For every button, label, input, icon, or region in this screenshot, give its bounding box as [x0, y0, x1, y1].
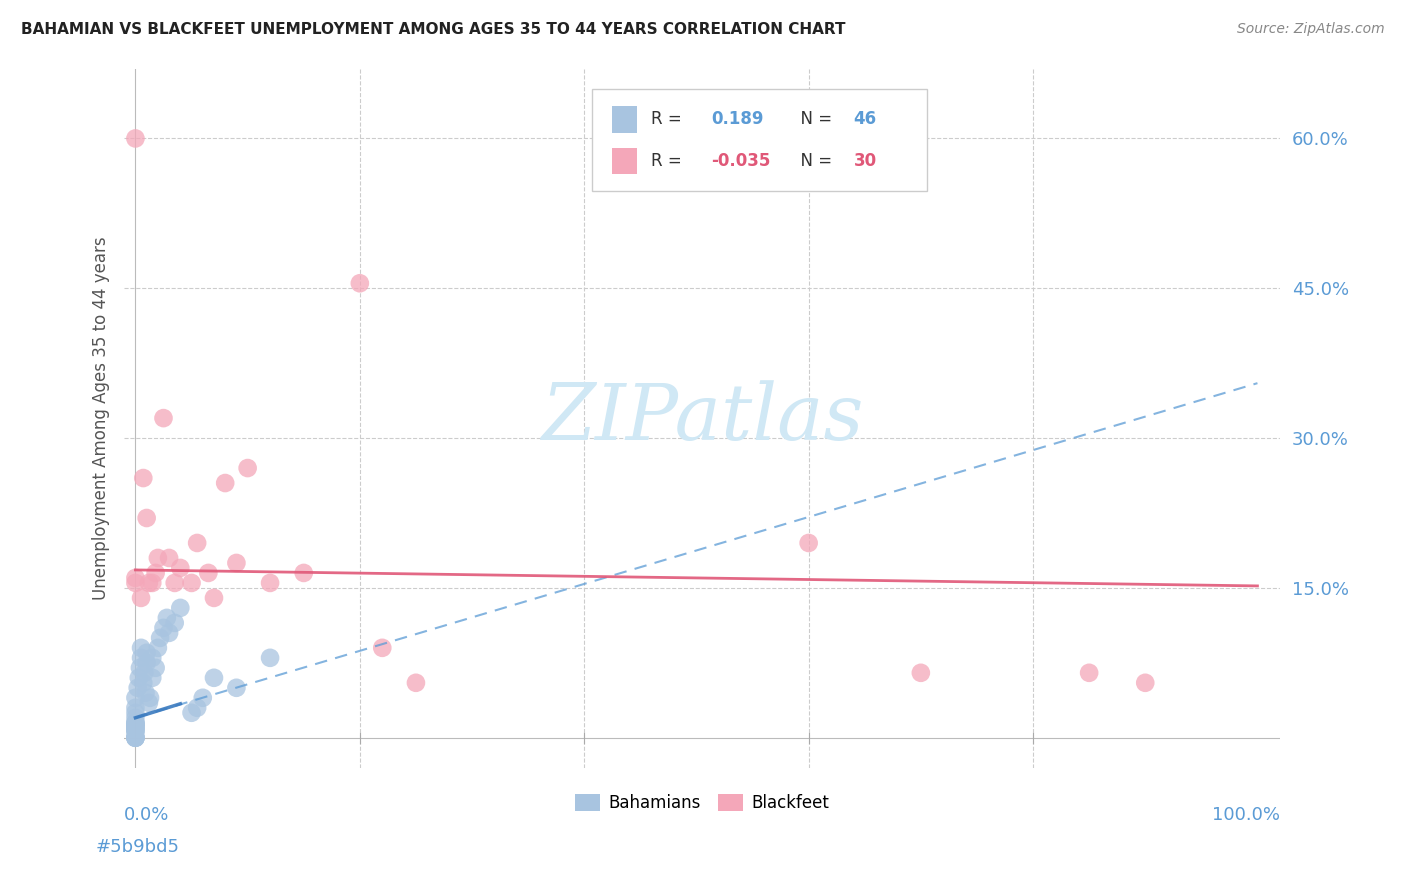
Point [124, 131, 146, 145]
Point [124, 731, 146, 745]
Text: ZIPatlas: ZIPatlas [541, 380, 863, 457]
Text: 30: 30 [853, 152, 876, 170]
Point [124, 715, 146, 730]
Point [202, 591, 225, 605]
Point [124, 723, 146, 738]
Point [146, 640, 169, 655]
Point [135, 686, 157, 700]
Point [134, 665, 156, 680]
Text: #5b9bd5: #5b9bd5 [96, 838, 180, 856]
Text: N =: N = [790, 111, 832, 128]
Point [236, 461, 259, 475]
Point [128, 671, 150, 685]
Y-axis label: Unemployment Among Ages 35 to 44 years: Unemployment Among Ages 35 to 44 years [93, 236, 110, 600]
Point [797, 536, 820, 550]
Text: N =: N = [790, 152, 832, 170]
Point [124, 690, 146, 705]
Point [124, 719, 146, 733]
Point [132, 471, 155, 485]
Point [127, 681, 149, 695]
Point [129, 661, 152, 675]
Point [129, 650, 152, 665]
Point [141, 575, 163, 590]
Point [124, 715, 146, 730]
Point [180, 706, 202, 720]
Point [135, 511, 157, 525]
Text: 0.0%: 0.0% [124, 806, 170, 824]
Point [124, 575, 146, 590]
Point [124, 706, 146, 720]
Point [163, 615, 186, 630]
Point [124, 716, 146, 731]
Point [124, 571, 146, 585]
Point [349, 277, 371, 291]
Point [135, 656, 157, 670]
Point [191, 690, 214, 705]
Point [149, 631, 172, 645]
Point [129, 591, 152, 605]
Point [141, 650, 163, 665]
FancyBboxPatch shape [592, 89, 928, 191]
Point [145, 661, 167, 675]
Point [141, 671, 163, 685]
Text: R =: R = [651, 111, 692, 128]
Point [169, 561, 191, 575]
Point [214, 476, 236, 491]
Text: 100.0%: 100.0% [1212, 806, 1279, 824]
Point [186, 700, 208, 714]
Bar [612, 106, 637, 133]
Point [169, 600, 191, 615]
Point [405, 675, 427, 690]
Point [124, 731, 146, 745]
Point [135, 646, 157, 660]
Point [139, 690, 162, 705]
Point [124, 721, 146, 735]
Point [152, 621, 174, 635]
Point [910, 665, 932, 680]
Point [138, 575, 160, 590]
Point [225, 556, 247, 570]
Point [132, 675, 155, 690]
Point [186, 536, 208, 550]
Bar [612, 148, 637, 174]
Text: 0.189: 0.189 [711, 111, 763, 128]
Point [180, 575, 202, 590]
Point [124, 718, 146, 732]
Point [225, 681, 247, 695]
Text: R =: R = [651, 152, 692, 170]
Legend: Bahamians, Blackfeet: Bahamians, Blackfeet [568, 788, 835, 819]
Point [259, 575, 281, 590]
Point [157, 625, 180, 640]
Point [152, 411, 174, 425]
Text: BAHAMIAN VS BLACKFEET UNEMPLOYMENT AMONG AGES 35 TO 44 YEARS CORRELATION CHART: BAHAMIAN VS BLACKFEET UNEMPLOYMENT AMONG… [21, 22, 845, 37]
Point [124, 700, 146, 714]
Text: 46: 46 [853, 111, 876, 128]
Point [138, 696, 160, 710]
Point [156, 611, 179, 625]
Text: Source: ZipAtlas.com: Source: ZipAtlas.com [1237, 22, 1385, 37]
Point [202, 671, 225, 685]
Point [124, 711, 146, 725]
Point [124, 725, 146, 739]
Point [146, 551, 169, 566]
Point [157, 551, 180, 566]
Text: -0.035: -0.035 [711, 152, 770, 170]
Point [124, 731, 146, 745]
Point [124, 723, 146, 737]
Point [197, 566, 219, 580]
Point [124, 731, 146, 745]
Point [371, 640, 394, 655]
Point [124, 721, 146, 735]
Point [259, 650, 281, 665]
Point [1135, 675, 1157, 690]
Point [163, 575, 186, 590]
Point [292, 566, 315, 580]
Point [1078, 665, 1101, 680]
Point [145, 566, 167, 580]
Point [129, 640, 152, 655]
